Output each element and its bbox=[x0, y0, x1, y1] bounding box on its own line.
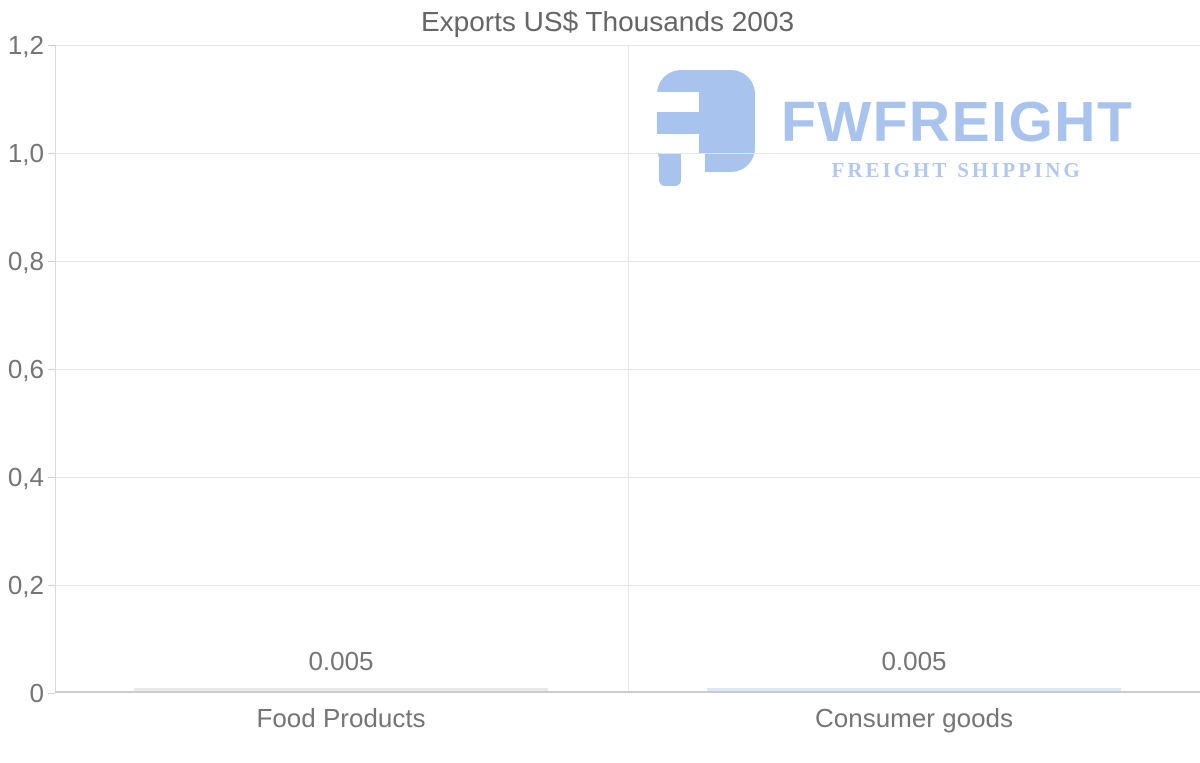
logo-tagline-text: FREIGHT SHIPPING bbox=[831, 158, 1083, 182]
logo-text-block: FWFREIGHT FREIGHT SHIPPING bbox=[781, 92, 1133, 183]
logo-brand-text: FWFREIGHT bbox=[781, 90, 1134, 154]
y-axis-tick bbox=[48, 153, 55, 154]
watermark-logo: FWFREIGHT FREIGHT SHIPPING bbox=[655, 70, 1133, 186]
y-axis-tick-label: 1,0 bbox=[7, 138, 44, 168]
gridline bbox=[55, 585, 1200, 586]
y-axis-tick bbox=[48, 45, 55, 46]
category-label: Consumer goods bbox=[815, 703, 1013, 733]
y-axis-tick-label: 1,2 bbox=[7, 30, 44, 60]
chart-title: Exports US$ Thousands 2003 bbox=[420, 6, 795, 37]
gridline bbox=[55, 369, 1200, 370]
y-axis-line bbox=[55, 45, 56, 693]
gridline bbox=[55, 261, 1200, 262]
category-label: Food Products bbox=[256, 703, 426, 733]
bar bbox=[707, 688, 1121, 691]
plot-area: FWFREIGHT FREIGHT SHIPPING 0.005 0.005 bbox=[48, 45, 1200, 694]
y-axis-tick bbox=[48, 693, 55, 694]
x-axis-labels: Food Products Consumer goods bbox=[55, 703, 1200, 737]
column-divider bbox=[628, 45, 629, 693]
y-axis-tick-label: 0,4 bbox=[7, 462, 44, 492]
gridline bbox=[55, 45, 1200, 46]
y-axis-tick-label: 0,6 bbox=[7, 354, 44, 384]
bar-value-label: 0.005 bbox=[308, 646, 374, 676]
fwfreight-logo-icon bbox=[655, 70, 755, 186]
gridline bbox=[55, 153, 1200, 154]
x-axis-line bbox=[55, 691, 1200, 693]
y-axis-tick bbox=[48, 369, 55, 370]
gridline bbox=[55, 477, 1200, 478]
y-axis-tick bbox=[48, 261, 55, 262]
y-axis-tick-label: 0,8 bbox=[7, 246, 44, 276]
y-axis-tick-label: 0,2 bbox=[7, 570, 44, 600]
y-axis-tick bbox=[48, 585, 55, 586]
y-axis-tick bbox=[48, 477, 55, 478]
y-axis-labels: 0 0,2 0,4 0,6 0,8 1,0 1,2 bbox=[0, 30, 44, 708]
bar bbox=[134, 688, 548, 691]
y-axis-tick-label: 0 bbox=[29, 678, 44, 708]
bar-value-label: 0.005 bbox=[881, 646, 947, 676]
